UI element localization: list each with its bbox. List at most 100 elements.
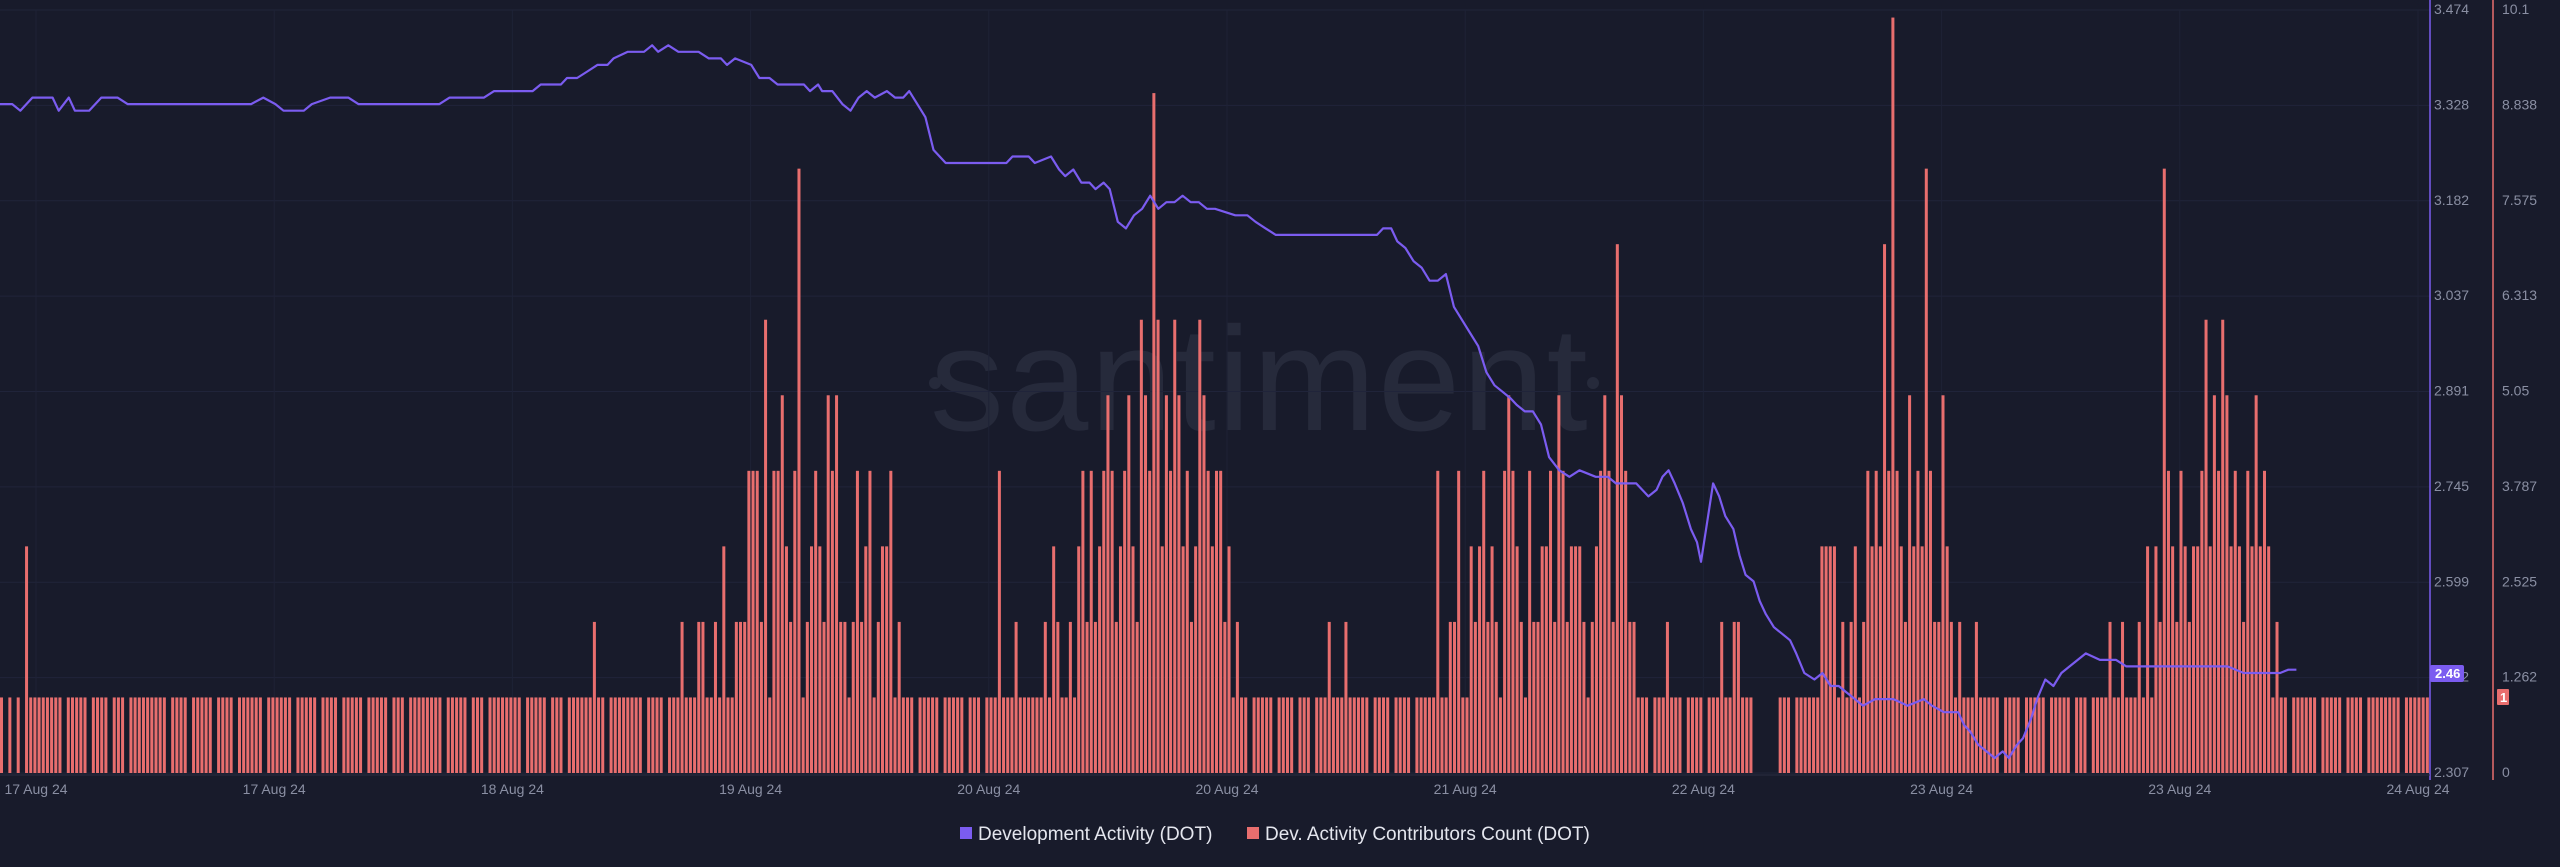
contributor-bar xyxy=(801,697,805,773)
contributor-bar xyxy=(2183,546,2187,773)
contributor-bar xyxy=(1093,621,1097,773)
contributor-bar xyxy=(2388,697,2392,773)
contributor-bar xyxy=(814,470,818,773)
contributor-bar xyxy=(488,697,492,773)
contributor-bar xyxy=(1670,697,1674,773)
contributor-bar xyxy=(2396,697,2400,773)
contributor-bar xyxy=(2229,546,2233,773)
contributor-bar xyxy=(926,697,930,773)
x-tick-label: 20 Aug 24 xyxy=(1195,781,1258,797)
contributor-bar xyxy=(1189,621,1193,773)
contributor-bar xyxy=(613,697,617,773)
contributor-bar xyxy=(630,697,634,773)
contributor-bar xyxy=(1131,546,1135,773)
contributor-bar xyxy=(2187,621,2191,773)
contributor-bar xyxy=(688,697,692,773)
contributor-bar xyxy=(1590,621,1594,773)
contributor-bar xyxy=(559,697,563,773)
contributor-bar xyxy=(1636,697,1640,773)
contributor-bar xyxy=(839,621,843,773)
contributor-bar xyxy=(325,697,329,773)
contributor-bar xyxy=(1252,697,1256,773)
contributor-bar xyxy=(1624,470,1628,773)
contributor-bar xyxy=(1002,697,1006,773)
contributor-bar xyxy=(1561,470,1565,773)
contributor-bar xyxy=(534,697,538,773)
contributor-bar xyxy=(2012,697,2016,773)
contributor-bar xyxy=(734,621,738,773)
contributor-bar xyxy=(1177,395,1181,773)
contributor-bar xyxy=(1290,697,1294,773)
contributor-bar xyxy=(1611,621,1615,773)
contributor-bar xyxy=(1277,697,1281,773)
contributor-bar xyxy=(1419,697,1423,773)
y-right-tick-label: 5.05 xyxy=(2502,383,2529,399)
contributor-bar xyxy=(647,697,651,773)
x-tick-label: 17 Aug 24 xyxy=(4,781,67,797)
contributor-bar xyxy=(822,621,826,773)
contributor-bar xyxy=(1711,697,1715,773)
contributor-bar xyxy=(1432,697,1436,773)
contributor-bar xyxy=(1569,546,1573,773)
contributor-bar xyxy=(1014,621,1018,773)
contributor-bar xyxy=(2242,621,2246,773)
contributor-bar xyxy=(1853,546,1857,773)
contributor-bar xyxy=(997,470,1001,773)
contributor-bar xyxy=(747,470,751,773)
contributor-bar xyxy=(868,470,872,773)
contributor-bar xyxy=(1912,546,1916,773)
contributor-bar xyxy=(1085,621,1089,773)
contributor-bar xyxy=(104,697,108,773)
contributor-bar xyxy=(1398,697,1402,773)
contributor-bar xyxy=(229,697,233,773)
contributor-bar xyxy=(2262,470,2266,773)
contributor-bar xyxy=(1265,697,1269,773)
x-tick-label: 17 Aug 24 xyxy=(243,781,306,797)
contributor-bar xyxy=(2246,470,2250,773)
contributor-bar xyxy=(463,697,467,773)
contributor-bar xyxy=(2083,697,2087,773)
contributor-bar xyxy=(258,697,262,773)
contributor-bar xyxy=(2171,546,2175,773)
contributor-bar xyxy=(2413,697,2417,773)
contributor-bar xyxy=(1594,546,1598,773)
contributor-bar xyxy=(137,697,141,773)
contributor-bar xyxy=(2158,621,2162,773)
contributor-bar xyxy=(1899,546,1903,773)
contributor-bar xyxy=(1778,697,1782,773)
contributor-bar xyxy=(1427,697,1431,773)
contributor-bar xyxy=(1665,621,1669,773)
contributor-bar xyxy=(96,697,100,773)
contributor-bar xyxy=(1707,697,1711,773)
contributor-bar xyxy=(1052,546,1056,773)
contributor-bar xyxy=(1887,470,1891,773)
contributor-bar xyxy=(768,697,772,773)
y-left-tick-label: 2.891 xyxy=(2434,383,2469,399)
contributor-bar xyxy=(1461,697,1465,773)
contributor-bar xyxy=(684,697,688,773)
contributor-bar xyxy=(16,697,20,773)
contributor-bar xyxy=(1640,697,1644,773)
contributor-bar xyxy=(1924,168,1928,774)
contributor-bar xyxy=(1064,697,1068,773)
contributor-bar xyxy=(910,697,914,773)
x-tick-label: 24 Aug 24 xyxy=(2386,781,2449,797)
contributor-bar xyxy=(1206,470,1210,773)
contributor-bar xyxy=(121,697,125,773)
contributor-bar xyxy=(1018,697,1022,773)
y-right-tick-label: 3.787 xyxy=(2502,478,2537,494)
x-tick-label: 18 Aug 24 xyxy=(481,781,544,797)
contributor-bar xyxy=(1678,697,1682,773)
contributor-bar xyxy=(1073,697,1077,773)
contributor-bar xyxy=(1954,697,1958,773)
contributor-bar xyxy=(1578,546,1582,773)
contributor-bar xyxy=(1995,697,1999,773)
contributor-bar xyxy=(1540,546,1544,773)
contributor-bar xyxy=(1991,697,1995,773)
contributor-bar xyxy=(342,697,346,773)
contributor-bar xyxy=(1519,621,1523,773)
contributor-bar xyxy=(2350,697,2354,773)
contributor-bar xyxy=(638,697,642,773)
contributor-bar xyxy=(993,697,997,773)
contributor-bar xyxy=(1260,697,1264,773)
